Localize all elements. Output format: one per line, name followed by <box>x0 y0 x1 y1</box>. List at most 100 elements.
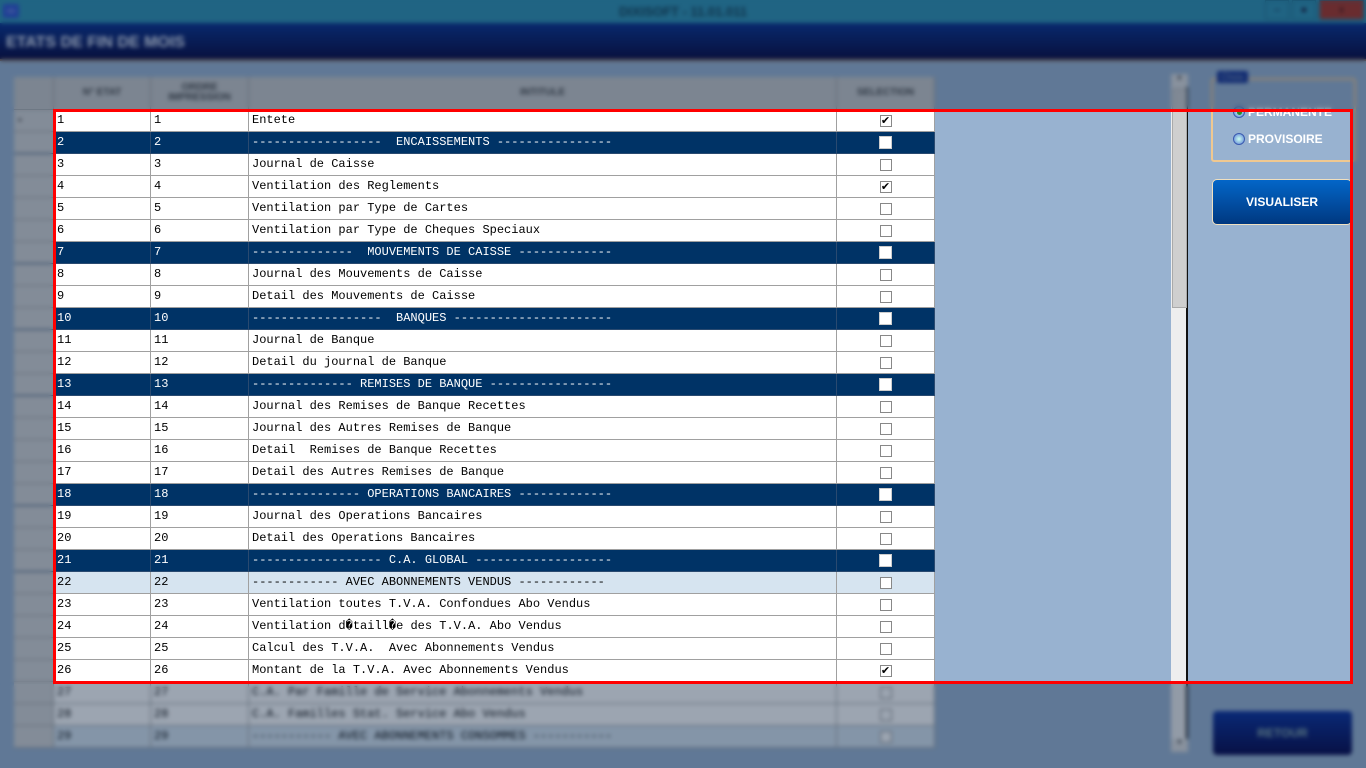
cell-intitule[interactable]: Ventilation toutes T.V.A. Confondues Abo… <box>249 594 837 616</box>
checkbox-unchecked[interactable] <box>879 598 892 611</box>
cell-selection[interactable] <box>837 506 935 528</box>
cell-intitule[interactable]: Montant de la T.V.A. Avec Abonnements Ve… <box>249 660 837 682</box>
checkbox-unchecked[interactable] <box>879 400 892 413</box>
cell-ordre[interactable]: 22 <box>151 572 249 594</box>
checkbox-unchecked[interactable] <box>879 356 892 369</box>
cell-n-etat[interactable]: 15 <box>54 418 151 440</box>
checkbox-unchecked[interactable] <box>879 466 892 479</box>
cell-ordre[interactable]: 3 <box>151 154 249 176</box>
cell-intitule[interactable]: Detail des Operations Bancaires <box>249 528 837 550</box>
cell-intitule[interactable]: Ventilation par Type de Cartes <box>249 198 837 220</box>
cell-n-etat[interactable]: 1 <box>54 110 151 132</box>
cell-intitule[interactable]: ------------------ BANQUES -------------… <box>249 308 837 330</box>
cell-ordre[interactable]: 6 <box>151 220 249 242</box>
cell-intitule[interactable]: --------------- OPERATIONS BANCAIRES ---… <box>249 484 837 506</box>
cell-ordre[interactable]: 16 <box>151 440 249 462</box>
table-row[interactable]: 9 9 Detail des Mouvements de Caisse <box>14 286 935 308</box>
cell-ordre[interactable]: 24 <box>151 616 249 638</box>
checkbox-checked[interactable]: ✔ <box>879 663 892 677</box>
cell-n-etat[interactable]: 14 <box>54 396 151 418</box>
cell-selection[interactable] <box>837 352 935 374</box>
cell-selection[interactable] <box>837 374 935 396</box>
table-row[interactable]: 11 11 Journal de Banque <box>14 330 935 352</box>
cell-ordre[interactable]: 18 <box>151 484 249 506</box>
cell-selection[interactable] <box>837 616 935 638</box>
table-row[interactable]: 14 14 Journal des Remises de Banque Recett… <box>14 396 935 418</box>
checkbox-unchecked[interactable] <box>879 510 892 523</box>
cell-selection[interactable] <box>837 308 935 330</box>
cell-ordre[interactable]: 13 <box>151 374 249 396</box>
cell-intitule[interactable]: Journal de Banque <box>249 330 837 352</box>
cell-intitule[interactable]: Entete <box>249 110 837 132</box>
cell-selection[interactable] <box>837 242 935 264</box>
cell-ordre[interactable]: 21 <box>151 550 249 572</box>
cell-n-etat[interactable]: 19 <box>54 506 151 528</box>
table-row[interactable]: 18 18 --------------- OPERATIONS BANCAIRES… <box>14 484 935 506</box>
radio-provisoire[interactable]: PROVISOIRE <box>1233 132 1323 146</box>
cell-ordre[interactable]: 1 <box>151 110 249 132</box>
cell-intitule[interactable]: -------------- MOUVEMENTS DE CAISSE ----… <box>249 242 837 264</box>
cell-intitule[interactable]: Journal des Operations Bancaires <box>249 506 837 528</box>
checkbox-unchecked[interactable] <box>879 576 892 589</box>
checkbox-unchecked[interactable] <box>879 554 892 567</box>
cell-ordre[interactable]: 17 <box>151 462 249 484</box>
cell-n-etat[interactable]: 22 <box>54 572 151 594</box>
cell-ordre[interactable]: 14 <box>151 396 249 418</box>
cell-n-etat[interactable]: 5 <box>54 198 151 220</box>
cell-n-etat[interactable]: 3 <box>54 154 151 176</box>
cell-ordre[interactable]: 8 <box>151 264 249 286</box>
cell-ordre[interactable]: 5 <box>151 198 249 220</box>
cell-selection[interactable] <box>837 572 935 594</box>
cell-selection[interactable] <box>837 330 935 352</box>
cell-n-etat[interactable]: 17 <box>54 462 151 484</box>
cell-intitule[interactable]: Journal des Autres Remises de Banque <box>249 418 837 440</box>
cell-intitule[interactable]: Detail Remises de Banque Recettes <box>249 440 837 462</box>
checkbox-unchecked[interactable] <box>879 246 892 259</box>
cell-n-etat[interactable]: 11 <box>54 330 151 352</box>
cell-ordre[interactable]: 20 <box>151 528 249 550</box>
cell-selection[interactable] <box>837 440 935 462</box>
checkbox-unchecked[interactable] <box>879 202 892 215</box>
cell-n-etat[interactable]: 20 <box>54 528 151 550</box>
cell-n-etat[interactable]: 21 <box>54 550 151 572</box>
cell-ordre[interactable]: 7 <box>151 242 249 264</box>
grid-scrollbar[interactable]: ▲ ▼ <box>1171 74 1188 752</box>
cell-selection[interactable] <box>837 550 935 572</box>
cell-selection[interactable] <box>837 484 935 506</box>
table-row[interactable]: 10 10 ------------------ BANQUES ---------… <box>14 308 935 330</box>
cell-selection[interactable] <box>837 264 935 286</box>
cell-selection[interactable] <box>837 528 935 550</box>
cell-selection[interactable] <box>837 396 935 418</box>
cell-selection[interactable] <box>837 418 935 440</box>
cell-intitule[interactable]: Ventilation d�taill�e des T.V.A. Abo Ven… <box>249 616 837 638</box>
cell-intitule[interactable]: Journal des Mouvements de Caisse <box>249 264 837 286</box>
table-row[interactable]: 20 20 Detail des Operations Bancaires <box>14 528 935 550</box>
cell-ordre[interactable]: 2 <box>151 132 249 154</box>
cell-n-etat[interactable]: 4 <box>54 176 151 198</box>
cell-n-etat[interactable]: 10 <box>54 308 151 330</box>
checkbox-unchecked[interactable] <box>879 136 892 149</box>
cell-n-etat[interactable]: 9 <box>54 286 151 308</box>
cell-n-etat[interactable]: 18 <box>54 484 151 506</box>
table-row[interactable]: 5 5 Ventilation par Type de Cartes <box>14 198 935 220</box>
checkbox-checked[interactable]: ✔ <box>879 179 892 193</box>
cell-n-etat[interactable]: 24 <box>54 616 151 638</box>
checkbox-unchecked[interactable] <box>879 378 892 391</box>
cell-ordre[interactable]: 9 <box>151 286 249 308</box>
cell-n-etat[interactable]: 2 <box>54 132 151 154</box>
cell-intitule[interactable]: -------------- REMISES DE BANQUE -------… <box>249 374 837 396</box>
cell-intitule[interactable]: ------------------ C.A. GLOBAL ---------… <box>249 550 837 572</box>
cell-selection[interactable] <box>837 154 935 176</box>
cell-intitule[interactable]: ------------------ ENCAISSEMENTS -------… <box>249 132 837 154</box>
cell-selection[interactable] <box>837 220 935 242</box>
checkbox-unchecked[interactable] <box>879 620 892 633</box>
checkbox-unchecked[interactable] <box>879 488 892 501</box>
table-row[interactable]: 22 22 ------------ AVEC ABONNEMENTS VENDUS… <box>14 572 935 594</box>
checkbox-unchecked[interactable] <box>879 334 892 347</box>
cell-selection[interactable] <box>837 638 935 660</box>
cell-selection[interactable]: ✔ <box>837 176 935 198</box>
cell-selection[interactable] <box>837 132 935 154</box>
cell-n-etat[interactable]: 16 <box>54 440 151 462</box>
cell-intitule[interactable]: Calcul des T.V.A. Avec Abonnements Vendu… <box>249 638 837 660</box>
checkbox-checked[interactable]: ✔ <box>879 113 892 127</box>
